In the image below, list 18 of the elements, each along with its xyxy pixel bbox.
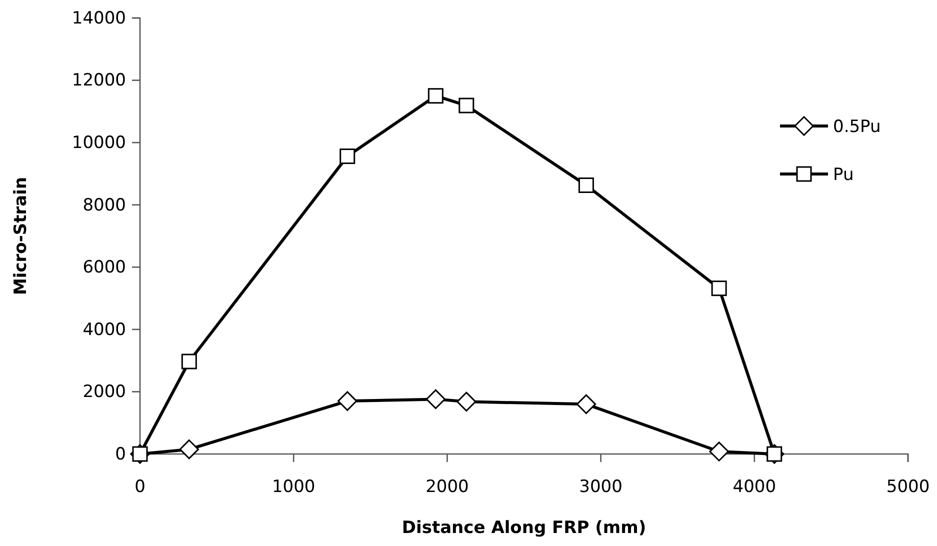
legend-label: 0.5Pu xyxy=(833,116,881,137)
y-tick-label: 10000 xyxy=(72,133,126,154)
y-tick-label: 14000 xyxy=(72,8,126,28)
x-tick-label: 1000 xyxy=(272,477,316,498)
x-axis-title: Distance Along FRP (mm) xyxy=(402,518,646,538)
y-tick-label: 2000 xyxy=(82,382,126,402)
y-axis-title: Micro-Strain xyxy=(11,176,31,296)
y-tick-label: 8000 xyxy=(82,195,126,216)
x-tick-label: 4000 xyxy=(732,477,776,498)
y-tick-label: 4000 xyxy=(82,320,126,340)
x-tick-label: 5000 xyxy=(886,477,930,498)
y-tick-label: 6000 xyxy=(82,258,126,278)
y-tick-label: 0 xyxy=(115,444,126,464)
x-tick-label: 3000 xyxy=(579,477,622,498)
x-tick-label: 0 xyxy=(134,477,146,498)
x-tick-label: 2000 xyxy=(426,477,469,498)
y-tick-label: 12000 xyxy=(72,70,126,91)
legend-label: Pu xyxy=(833,164,854,185)
